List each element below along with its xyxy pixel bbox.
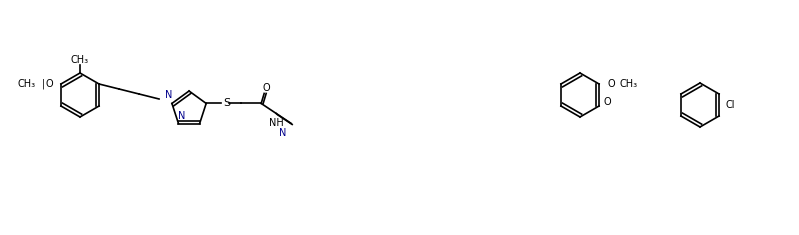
Text: N: N [280, 129, 287, 138]
Text: O: O [604, 97, 611, 107]
Text: CH₃: CH₃ [18, 79, 36, 89]
Text: O: O [46, 79, 53, 89]
Text: CH₃: CH₃ [620, 79, 638, 89]
Text: S: S [223, 98, 230, 108]
Text: |: | [42, 79, 45, 89]
Text: O: O [262, 83, 270, 94]
Text: O: O [607, 79, 614, 89]
Text: N: N [178, 110, 185, 121]
Text: Cl: Cl [725, 100, 734, 110]
Text: CH₃: CH₃ [71, 55, 89, 65]
Text: NH: NH [268, 118, 284, 129]
Text: N: N [165, 90, 173, 100]
